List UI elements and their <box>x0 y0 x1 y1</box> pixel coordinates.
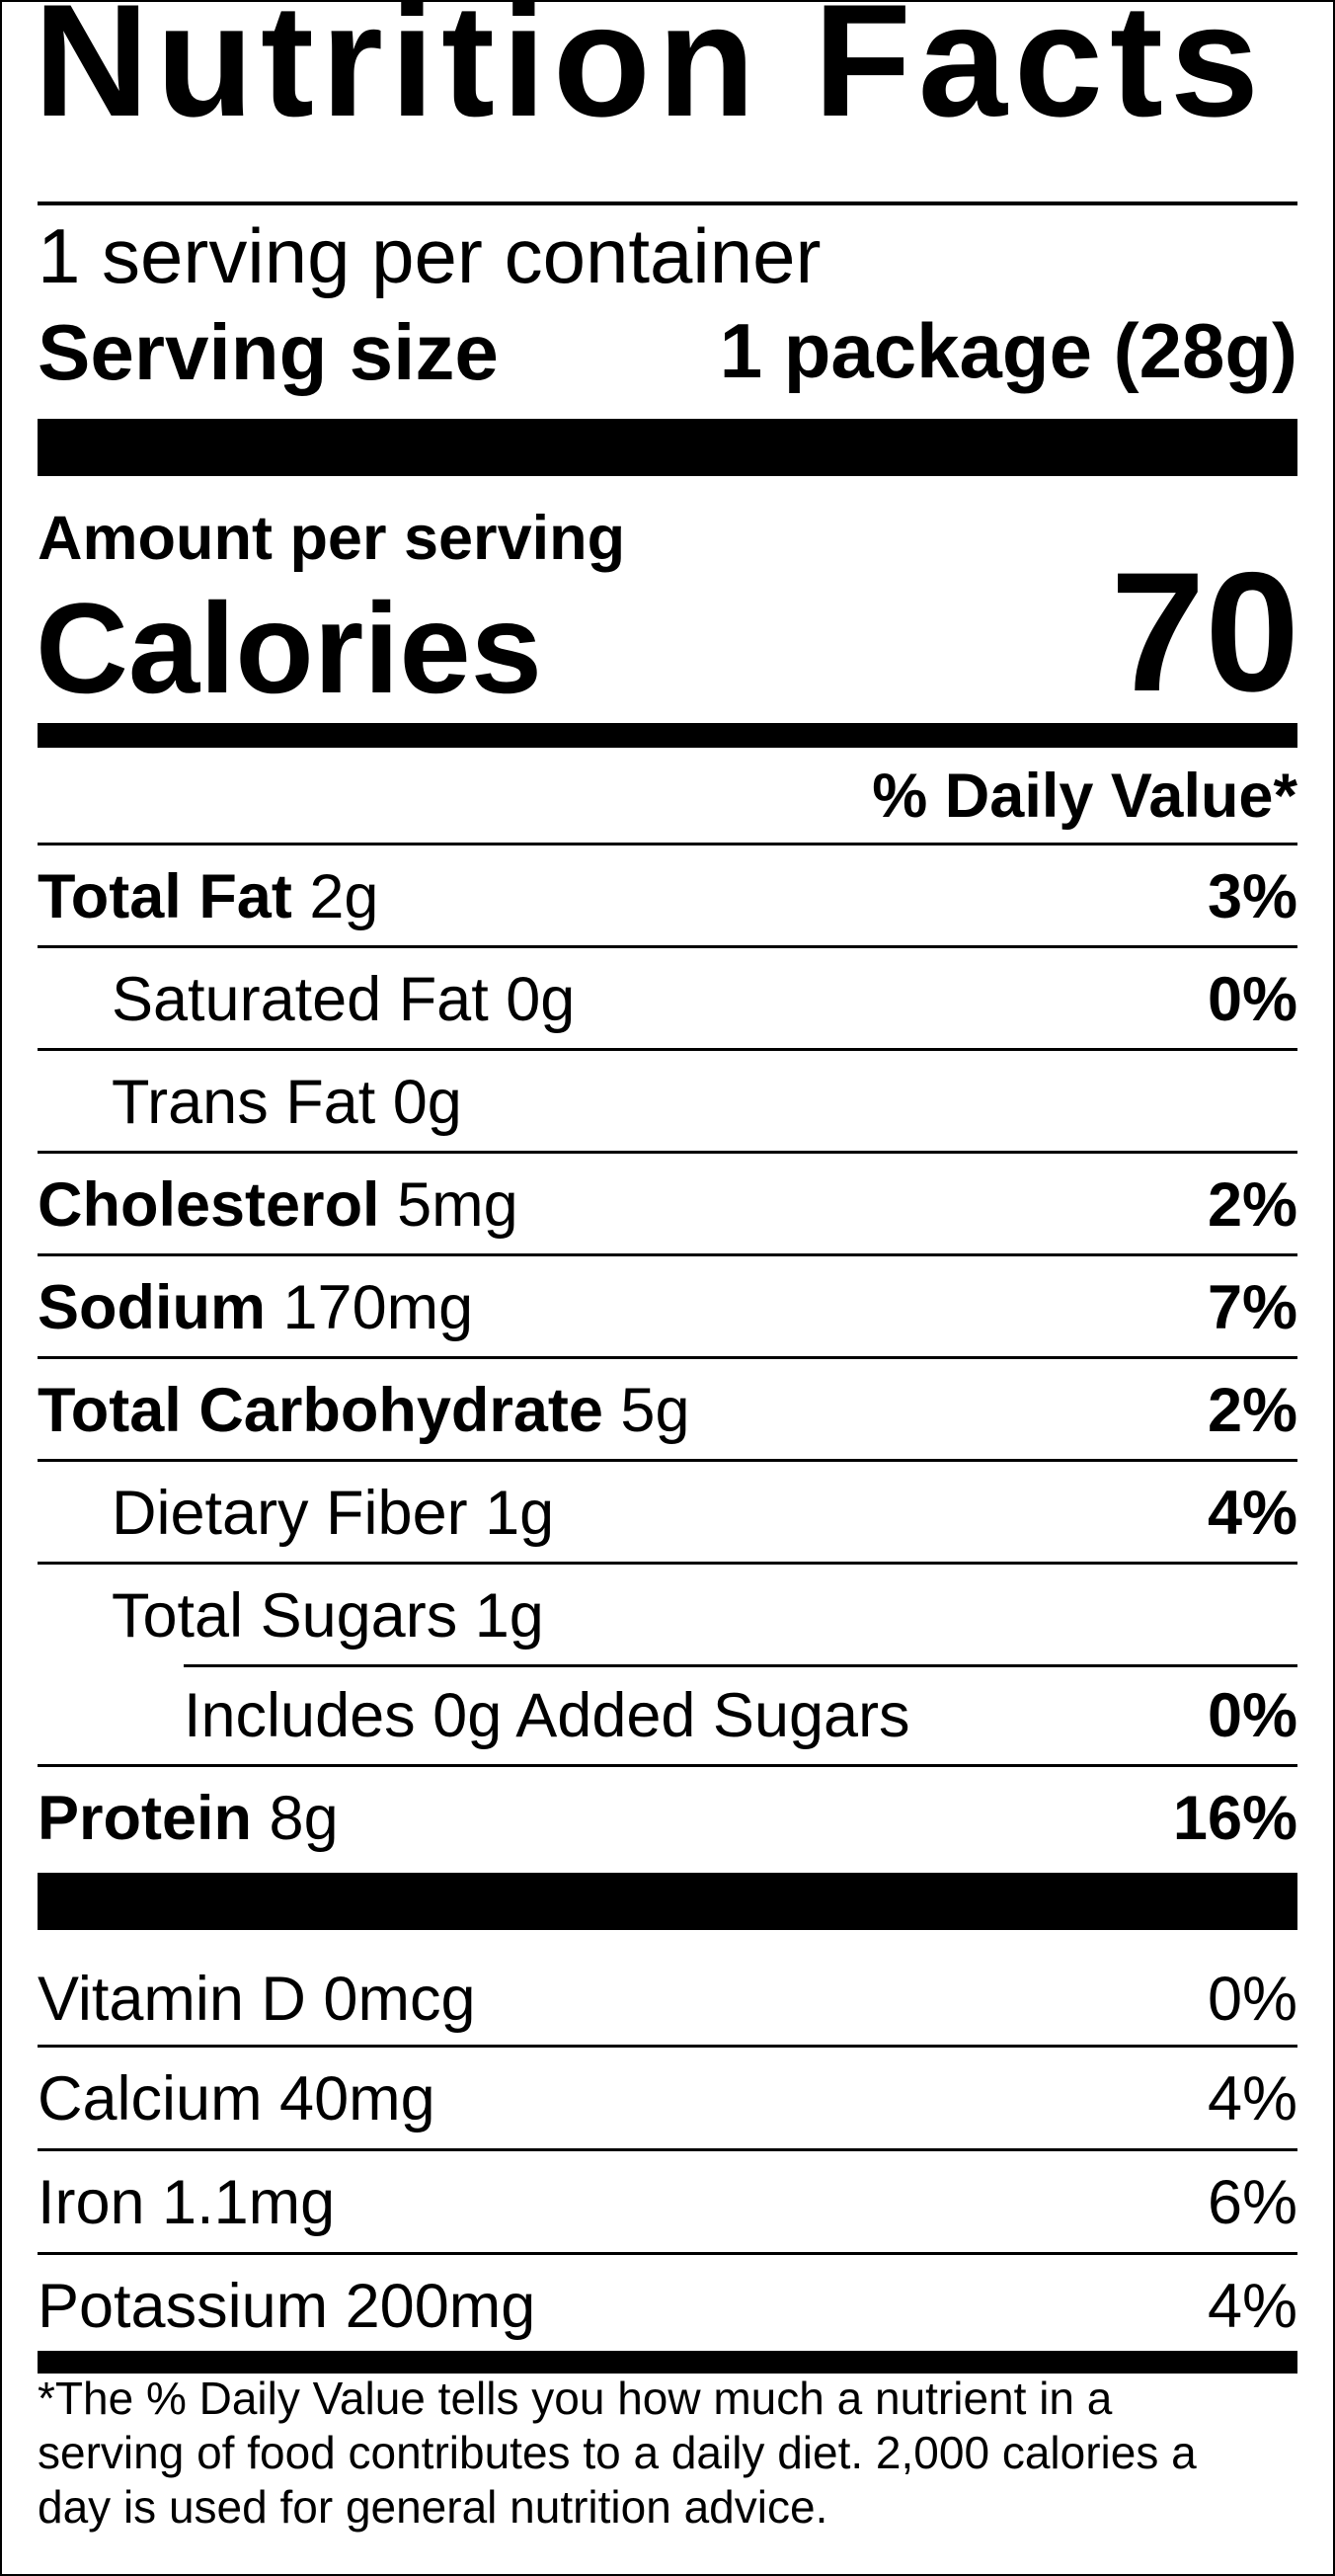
calories-value: 70 <box>1110 537 1299 727</box>
vitamin-text: Potassium 200mg <box>38 2272 536 2341</box>
serving-size-value: 1 package (28g) <box>719 307 1297 394</box>
nutrient-row-total-fat: Total Fat 2g 3% <box>38 843 1297 945</box>
nutrient-dv: 3% <box>1207 862 1297 931</box>
label-title: Nutrition Facts <box>34 0 1267 150</box>
amount-per-serving: Amount per serving <box>38 504 626 573</box>
nutrient-dv: 0% <box>1207 1681 1297 1750</box>
nutrient-table: Total Fat 2g 3% Saturated Fat 0g 0% Trans … <box>38 843 1297 1867</box>
divider-medium <box>38 723 1297 748</box>
nutrient-amount: 0g <box>392 1068 462 1137</box>
nutrient-amount: 1g <box>474 1581 544 1650</box>
nutrient-amount: 0g <box>506 965 576 1034</box>
nutrient-amount: 2g <box>309 862 379 931</box>
nutrient-row-saturated-fat: Saturated Fat 0g 0% <box>38 945 1297 1048</box>
nutrient-row-trans-fat: Trans Fat 0g <box>38 1048 1297 1151</box>
nutrient-row-cholesterol: Cholesterol 5mg 2% <box>38 1151 1297 1253</box>
nutrient-amount: 5g <box>620 1376 690 1445</box>
footnote-line: *The % Daily Value tells you how much a … <box>38 2373 1113 2424</box>
vitamin-table: Vitamin D 0mcg 0% Calcium 40mg 4% Iron 1.1… <box>38 1930 1297 2356</box>
footnote: *The % Daily Value tells you how much a … <box>38 2372 1197 2535</box>
nutrient-dv: 4% <box>1207 1479 1297 1548</box>
divider-thick <box>38 419 1297 476</box>
nutrient-dv: 2% <box>1207 1376 1297 1445</box>
nutrient-row-total-carbohydrate: Total Carbohydrate 5g 2% <box>38 1356 1297 1459</box>
nutrient-row-total-sugars: Total Sugars 1g <box>38 1562 1297 1664</box>
vitamin-row: Iron 1.1mg 6% <box>38 2148 1297 2252</box>
vitamin-row: Vitamin D 0mcg 0% <box>38 1930 1297 2045</box>
nutrient-name: Saturated Fat <box>112 965 489 1034</box>
nutrient-name: Protein <box>38 1784 253 1853</box>
nutrient-amount: 1g <box>485 1479 555 1548</box>
nutrient-amount: 170mg <box>282 1273 474 1342</box>
nutrient-row-added-sugars: Includes 0g Added Sugars 0% <box>38 1664 1297 1764</box>
vitamin-text: Vitamin D 0mcg <box>38 1965 476 2034</box>
nutrient-dv: 16% <box>1172 1784 1297 1853</box>
divider-thin <box>38 201 1297 205</box>
nutrient-name: Trans Fat <box>112 1068 376 1137</box>
nutrient-dv: 7% <box>1207 1273 1297 1342</box>
nutrient-name: Cholesterol <box>38 1170 380 1240</box>
vitamin-text: Calcium 40mg <box>38 2064 435 2133</box>
serving-size-label: Serving size <box>38 308 499 396</box>
nutrient-row-dietary-fiber: Dietary Fiber 1g 4% <box>38 1459 1297 1562</box>
nutrient-row-protein: Protein 8g 16% <box>38 1764 1297 1867</box>
daily-value-header: % Daily Value* <box>872 762 1297 831</box>
nutrient-name: Total Carbohydrate <box>38 1376 603 1445</box>
vitamin-dv: 6% <box>1207 2168 1297 2237</box>
vitamin-row: Calcium 40mg 4% <box>38 2045 1297 2148</box>
nutrient-dv: 2% <box>1207 1170 1297 1240</box>
vitamin-row: Potassium 200mg 4% <box>38 2252 1297 2356</box>
vitamin-text: Iron 1.1mg <box>38 2168 336 2237</box>
nutrient-name: Total Sugars <box>112 1581 458 1650</box>
divider-thick <box>38 1873 1297 1930</box>
nutrient-name: Sodium <box>38 1273 266 1342</box>
footnote-line: day is used for general nutrition advice… <box>38 2481 828 2533</box>
vitamin-dv: 0% <box>1207 1965 1297 2034</box>
nutrient-name: Includes 0g Added Sugars <box>184 1681 910 1750</box>
nutrient-amount: 5mg <box>397 1170 518 1240</box>
nutrient-dv: 0% <box>1207 965 1297 1034</box>
vitamin-dv: 4% <box>1207 2064 1297 2133</box>
nutrient-row-sodium: Sodium 170mg 7% <box>38 1253 1297 1356</box>
servings-per-container: 1 serving per container <box>38 212 822 299</box>
nutrient-name: Dietary Fiber <box>112 1479 468 1548</box>
vitamin-dv: 4% <box>1207 2272 1297 2341</box>
nutrient-name: Total Fat <box>38 862 292 931</box>
footnote-line: serving of food contributes to a daily d… <box>38 2427 1197 2478</box>
nutrient-amount: 8g <box>269 1784 339 1853</box>
calories-label: Calories <box>36 576 543 720</box>
divider-medium <box>38 2351 1297 2374</box>
